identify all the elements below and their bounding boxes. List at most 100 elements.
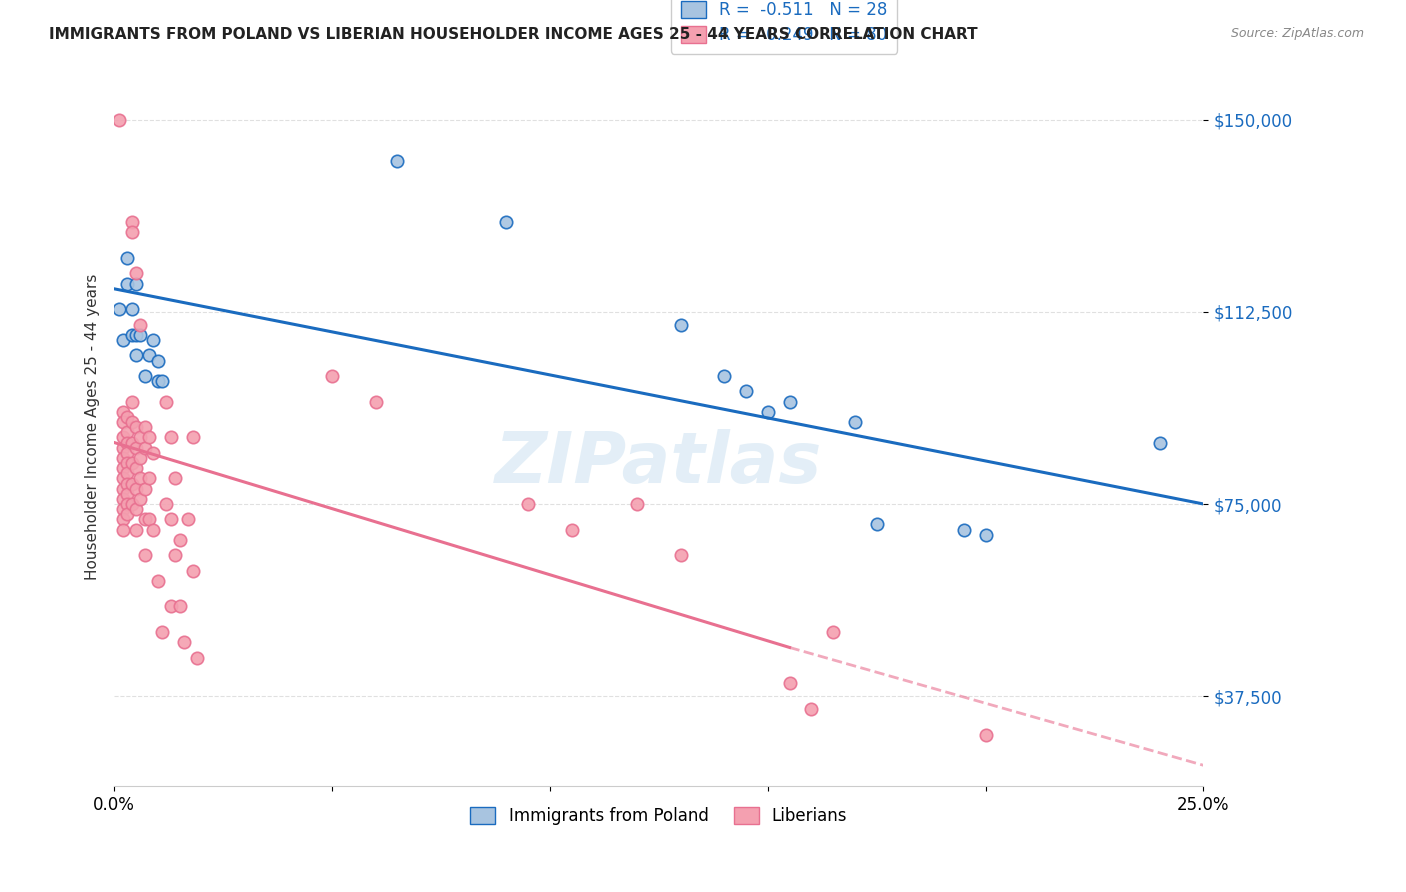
Point [111, 450, 134, 465]
Point [134, 512, 156, 526]
Point [134, 548, 156, 562]
Point [146, 374, 169, 388]
Point [117, 409, 139, 424]
Point [138, 471, 160, 485]
Point [111, 491, 134, 506]
Y-axis label: Householder Income Ages 25 - 44 years: Householder Income Ages 25 - 44 years [86, 274, 100, 581]
Point [669, 548, 692, 562]
Point [364, 394, 387, 409]
Point [155, 394, 177, 409]
Point [121, 456, 143, 470]
Point [150, 625, 173, 640]
Point [121, 302, 143, 317]
Point [844, 415, 866, 429]
Point [125, 277, 148, 291]
Point [117, 487, 139, 501]
Point [160, 512, 183, 526]
Point [160, 599, 183, 614]
Point [117, 508, 139, 522]
Point [129, 327, 152, 342]
Point [142, 333, 165, 347]
Point [125, 327, 148, 342]
Point [165, 548, 187, 562]
Point [111, 512, 134, 526]
Point [107, 112, 129, 127]
Legend: Immigrants from Poland, Liberians: Immigrants from Poland, Liberians [460, 797, 858, 835]
Point [125, 482, 148, 496]
Point [779, 394, 801, 409]
Point [800, 702, 823, 716]
Point [146, 574, 169, 588]
Point [823, 625, 845, 640]
Point [111, 405, 134, 419]
Point [779, 676, 801, 690]
Point [134, 368, 156, 383]
Point [111, 461, 134, 475]
Point [121, 476, 143, 491]
Point [125, 461, 148, 475]
Point [117, 467, 139, 481]
Point [150, 374, 173, 388]
Point [134, 420, 156, 434]
Point [129, 471, 152, 485]
Point [138, 512, 160, 526]
Point [121, 226, 143, 240]
Text: Source: ZipAtlas.com: Source: ZipAtlas.com [1230, 27, 1364, 40]
Point [117, 446, 139, 460]
Point [129, 450, 152, 465]
Point [866, 517, 889, 532]
Point [974, 527, 997, 541]
Point [111, 502, 134, 516]
Point [155, 497, 177, 511]
Point [138, 348, 160, 362]
Point [125, 267, 148, 281]
Point [1149, 435, 1171, 450]
Point [111, 333, 134, 347]
Point [186, 650, 208, 665]
Point [146, 353, 169, 368]
Point [121, 497, 143, 511]
Point [111, 441, 134, 455]
Point [953, 523, 976, 537]
Point [165, 471, 187, 485]
Point [129, 491, 152, 506]
Point [713, 368, 735, 383]
Point [169, 533, 191, 547]
Point [561, 523, 583, 537]
Point [121, 394, 143, 409]
Point [117, 476, 139, 491]
Point [111, 415, 134, 429]
Point [138, 430, 160, 444]
Point [121, 327, 143, 342]
Point [626, 497, 648, 511]
Point [173, 635, 195, 649]
Point [125, 348, 148, 362]
Point [107, 302, 129, 317]
Point [125, 523, 148, 537]
Text: IMMIGRANTS FROM POLAND VS LIBERIAN HOUSEHOLDER INCOME AGES 25 - 44 YEARS CORRELA: IMMIGRANTS FROM POLAND VS LIBERIAN HOUSE… [49, 27, 977, 42]
Point [111, 471, 134, 485]
Point [121, 435, 143, 450]
Point [121, 415, 143, 429]
Point [181, 564, 204, 578]
Point [111, 430, 134, 444]
Point [735, 384, 758, 399]
Point [129, 430, 152, 444]
Point [142, 523, 165, 537]
Point [160, 430, 183, 444]
Point [669, 318, 692, 332]
Point [974, 727, 997, 741]
Point [129, 318, 152, 332]
Point [117, 435, 139, 450]
Point [125, 502, 148, 516]
Point [125, 420, 148, 434]
Point [134, 441, 156, 455]
Point [321, 368, 343, 383]
Text: ZIPatlas: ZIPatlas [495, 428, 823, 498]
Point [495, 215, 517, 229]
Point [142, 446, 165, 460]
Point [517, 497, 540, 511]
Point [111, 523, 134, 537]
Point [125, 441, 148, 455]
Point [117, 251, 139, 265]
